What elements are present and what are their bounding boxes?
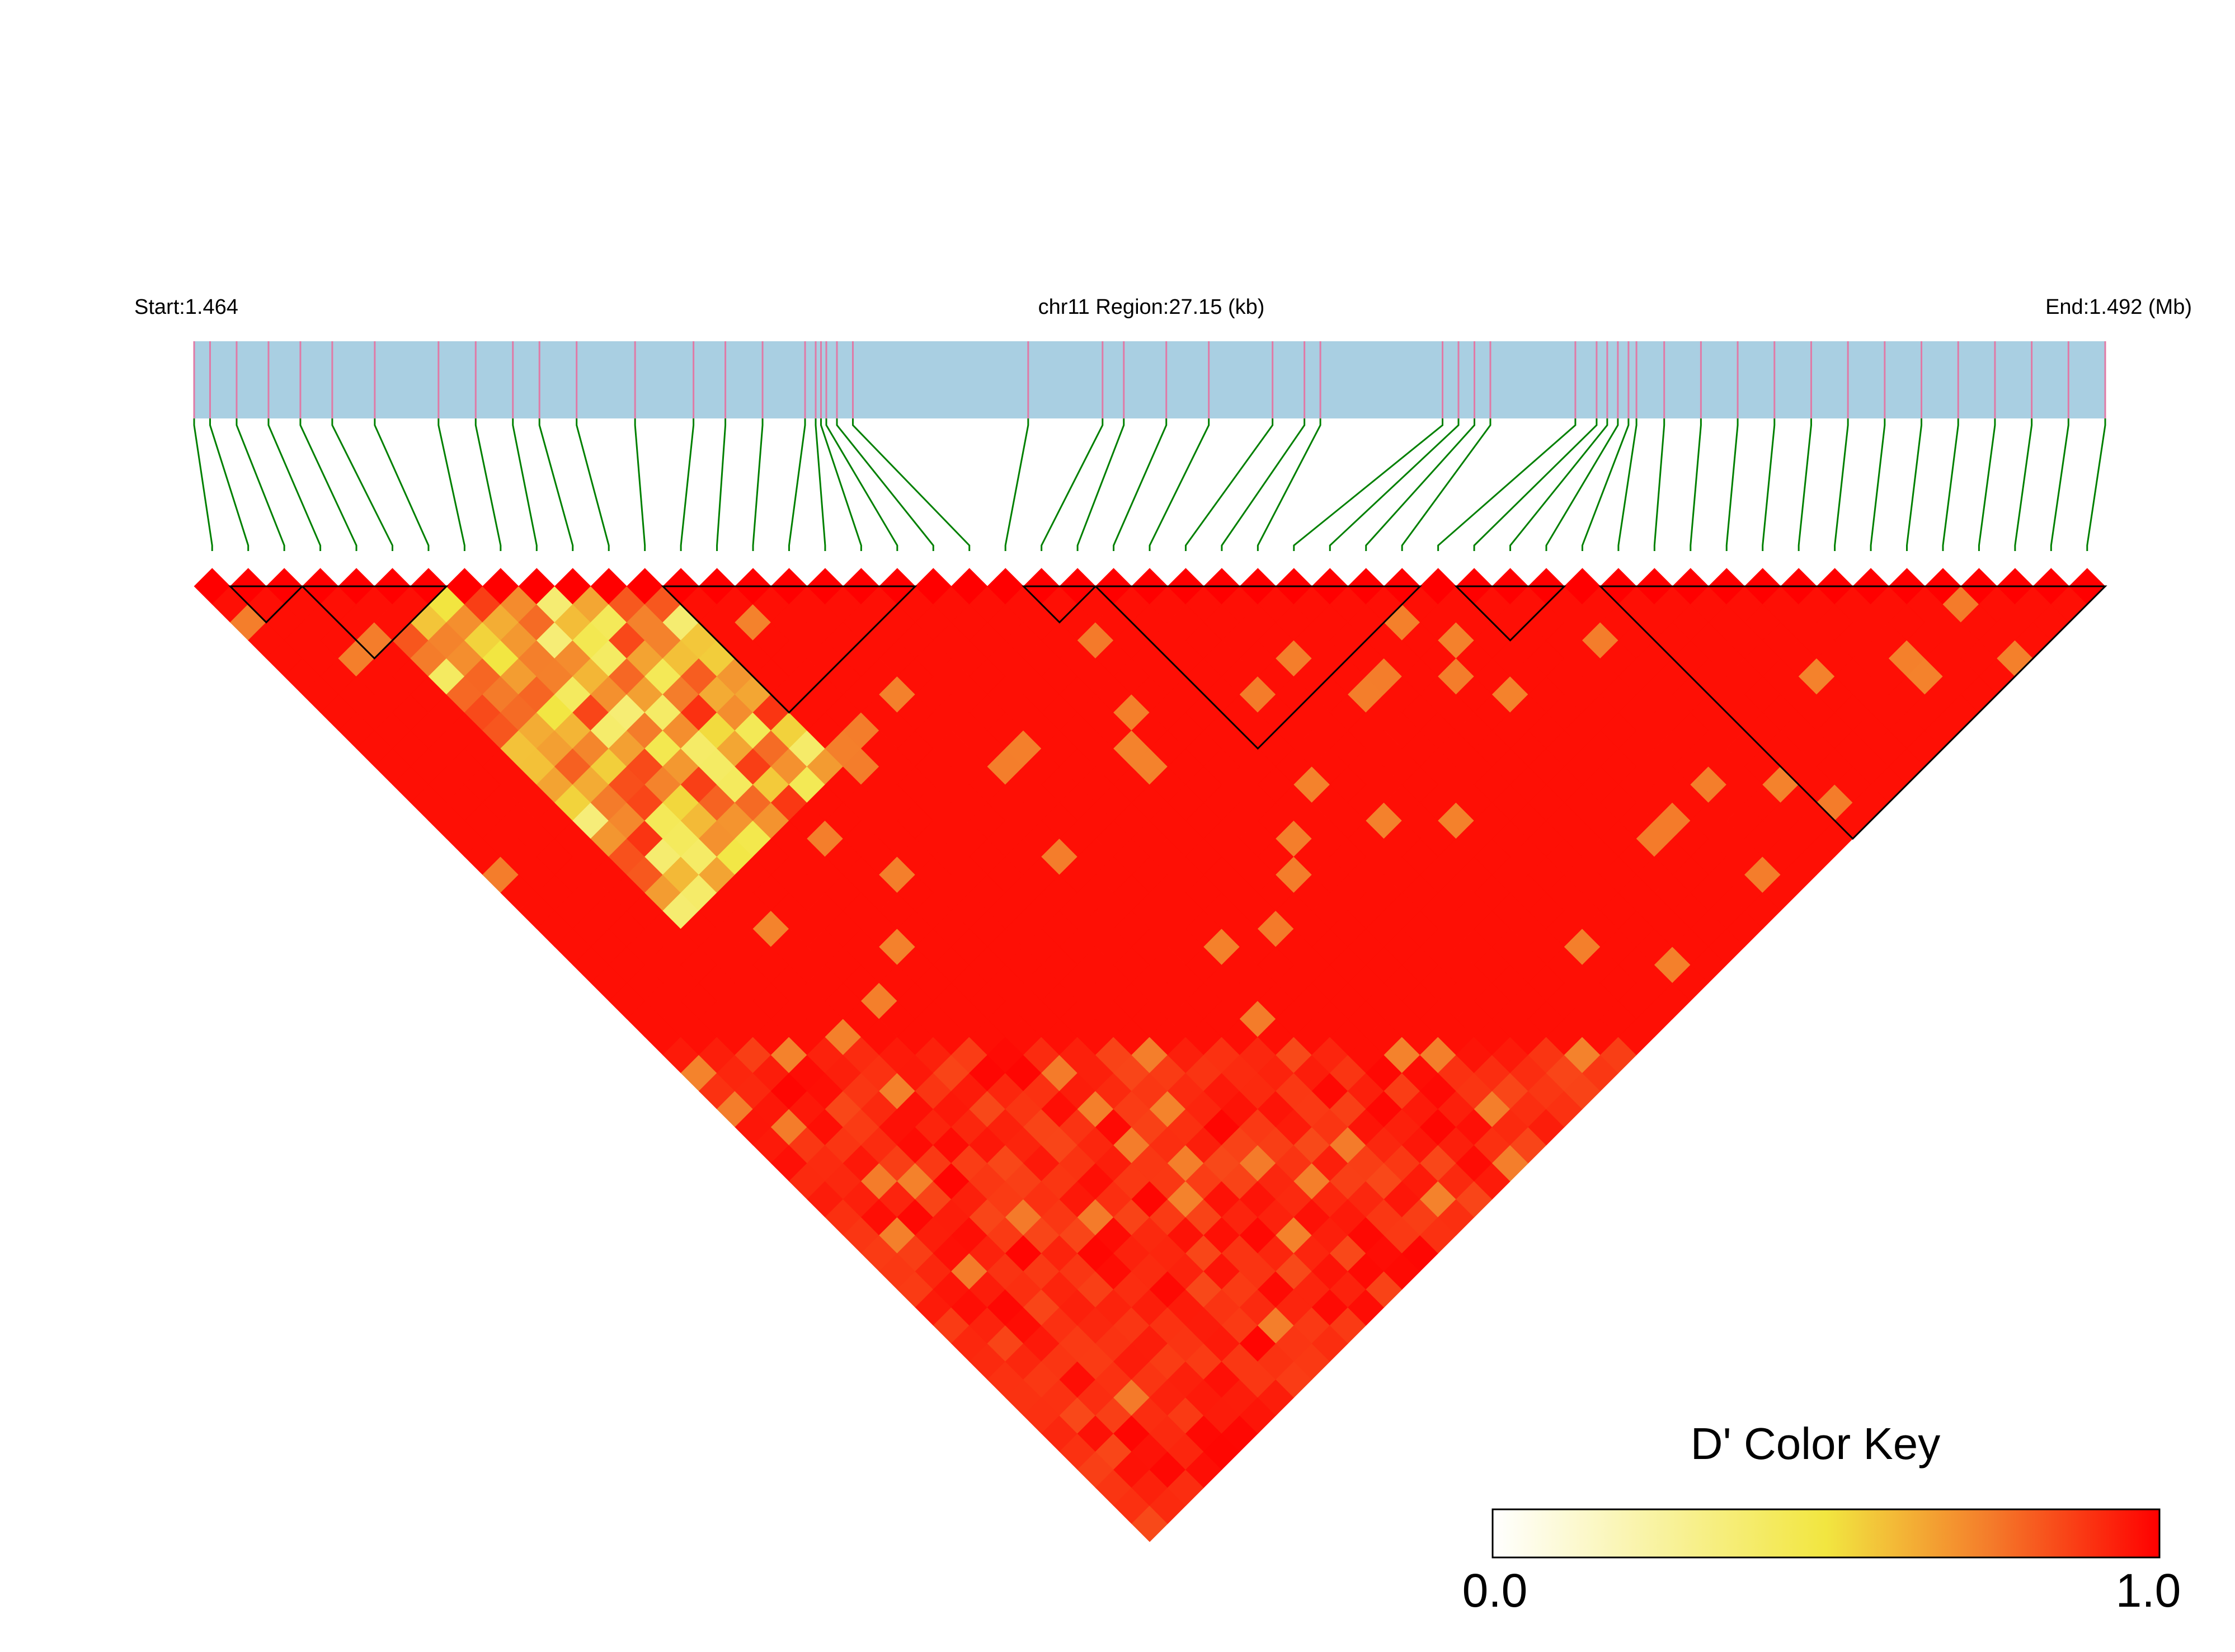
- snp-connector: [680, 418, 695, 551]
- snp-connector: [1762, 418, 1776, 551]
- snp-connector: [267, 418, 322, 551]
- snp-connector: [512, 418, 538, 551]
- snp-connector: [815, 418, 826, 551]
- region-start-label: Start:1.464: [134, 295, 238, 319]
- snp-connector: [716, 418, 727, 551]
- snp-connector: [299, 418, 357, 551]
- ld-heatmap: [194, 568, 2106, 1542]
- snp-connector: [1076, 418, 1125, 551]
- snp-connector: [1437, 418, 1577, 551]
- region-title: chr11 Region:27.15 (kb): [1038, 295, 1265, 319]
- color-key-min-label: 0.0: [1462, 1564, 1528, 1617]
- snp-connector: [236, 418, 285, 551]
- snp-connectors: [193, 418, 2106, 551]
- snp-connector: [1798, 418, 1812, 551]
- snp-connector: [1725, 418, 1739, 551]
- haplotype-block-outline: [1454, 585, 1566, 642]
- snp-connector: [1653, 418, 1665, 551]
- color-key-bar: [1491, 1508, 2161, 1559]
- snp-connector: [576, 418, 610, 551]
- snp-connector: [851, 418, 971, 551]
- snp-connector: [1041, 418, 1104, 551]
- snp-connector: [193, 418, 213, 551]
- snp-connector: [1690, 418, 1702, 551]
- snp-connector: [1004, 418, 1029, 551]
- snp-connector: [634, 418, 646, 551]
- snp-connector: [1401, 418, 1491, 551]
- haplotype-blocks: [228, 585, 2107, 840]
- snp-connector: [825, 418, 898, 551]
- snp-connector: [2014, 418, 2033, 551]
- snp-connector: [209, 418, 250, 551]
- color-key-max-label: 1.0: [2116, 1564, 2181, 1617]
- color-key-title: D' Color Key: [1691, 1419, 1941, 1469]
- haplotype-block-outline: [1021, 585, 1098, 624]
- snp-connector: [1581, 418, 1630, 551]
- haplotype-block-outline: [1598, 585, 2107, 840]
- snp-connector: [437, 418, 465, 551]
- snp-connector: [1617, 418, 1638, 551]
- snp-connector: [1365, 418, 1475, 551]
- snp-connector: [1906, 418, 1923, 551]
- haplotype-block-outline: [228, 585, 304, 624]
- snp-ticks: [193, 341, 2106, 418]
- snp-connector: [538, 418, 574, 551]
- snp-connector: [474, 418, 502, 551]
- haplotype-block-outline: [661, 585, 917, 714]
- snp-connector: [2086, 418, 2106, 551]
- snp-connector: [1942, 418, 1959, 551]
- snp-connector: [1293, 418, 1444, 551]
- snp-connector: [1509, 418, 1608, 551]
- snp-connector: [1257, 418, 1321, 551]
- snp-connector: [752, 418, 764, 551]
- snp-connector: [788, 418, 806, 551]
- snp-connector: [1545, 418, 1619, 551]
- snp-connector: [1473, 418, 1598, 551]
- snp-connector: [836, 418, 934, 551]
- haplotype-block-outline: [1093, 585, 1423, 750]
- snp-connector: [374, 418, 430, 551]
- snp-connector: [2050, 418, 2069, 551]
- snp-connector: [1834, 418, 1849, 551]
- snp-connector: [331, 418, 393, 551]
- chromosome-band: [194, 341, 2105, 418]
- snp-connector: [1113, 418, 1168, 551]
- snp-connector: [1870, 418, 1886, 551]
- haplotype-block-outline: [300, 585, 449, 660]
- snp-connector: [1978, 418, 1996, 551]
- snp-connector: [1221, 418, 1306, 551]
- snp-connector: [1149, 418, 1210, 551]
- snp-connector: [1184, 418, 1274, 551]
- snp-connector: [820, 418, 862, 551]
- snp-connector: [1329, 418, 1460, 551]
- region-end-label: End:1.492 (Mb): [2045, 295, 2192, 319]
